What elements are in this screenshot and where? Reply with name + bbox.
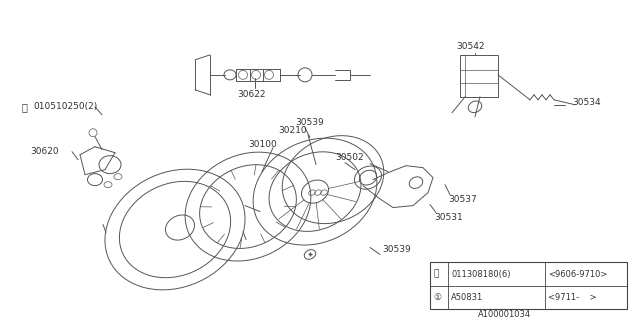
Text: 30534: 30534 xyxy=(572,98,600,107)
Text: <9711-    >: <9711- > xyxy=(548,293,596,302)
Text: 010510250(2): 010510250(2) xyxy=(33,102,97,111)
Text: Ⓑ: Ⓑ xyxy=(22,102,28,112)
Bar xyxy=(430,262,627,309)
Text: A100001034: A100001034 xyxy=(478,310,531,319)
Text: 011308180(6): 011308180(6) xyxy=(451,270,511,279)
Text: 30622: 30622 xyxy=(237,90,266,99)
Text: 30531: 30531 xyxy=(434,213,463,222)
Text: 30542: 30542 xyxy=(456,43,484,52)
Text: 30620: 30620 xyxy=(30,147,59,156)
Text: 30502: 30502 xyxy=(335,153,364,162)
Text: 30210: 30210 xyxy=(278,126,307,135)
Text: 30539: 30539 xyxy=(382,245,411,254)
Text: A50831: A50831 xyxy=(451,293,483,302)
Text: <9606-9710>: <9606-9710> xyxy=(548,270,607,279)
Text: 30537: 30537 xyxy=(448,195,477,204)
Text: 30539: 30539 xyxy=(295,118,324,127)
Text: ①: ① xyxy=(433,293,441,302)
Text: Ⓑ: Ⓑ xyxy=(433,270,438,279)
Bar xyxy=(460,55,498,97)
Text: 30100: 30100 xyxy=(248,140,276,149)
